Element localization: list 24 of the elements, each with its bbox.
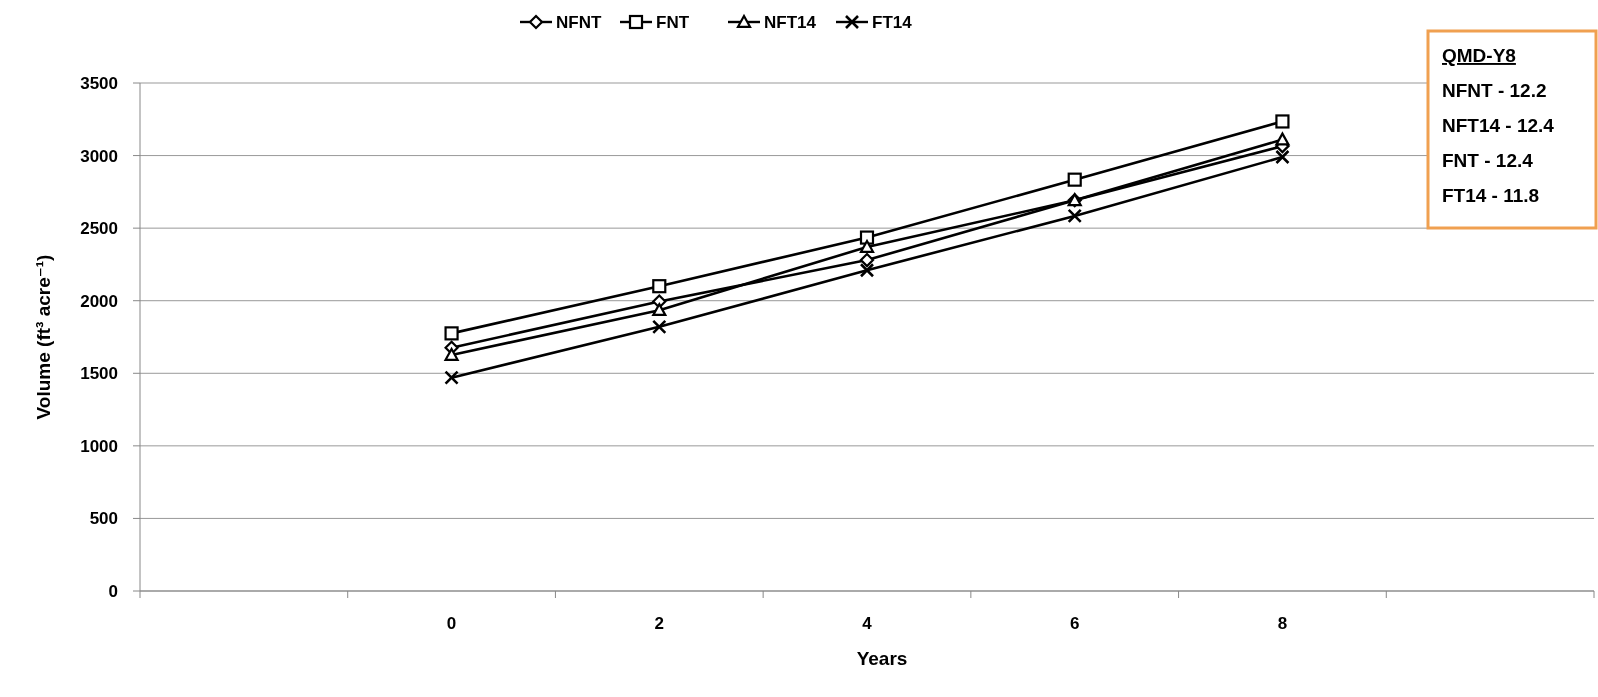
y-tick-label: 1000 bbox=[80, 436, 118, 456]
legend-label: NFNT bbox=[556, 13, 602, 32]
legend-label: FNT bbox=[656, 13, 690, 32]
annotation: FNT - 12.4 bbox=[1442, 150, 1534, 171]
y-tick-label: 2000 bbox=[80, 291, 118, 311]
x-tick-label: 8 bbox=[1277, 614, 1288, 633]
y-tick-label: 2500 bbox=[80, 219, 118, 239]
y-tick-label: 3000 bbox=[80, 146, 118, 166]
x-axis-title: Years bbox=[856, 648, 908, 669]
y-tick-label: 500 bbox=[89, 509, 118, 529]
annotation: FT14 - 11.8 bbox=[1442, 185, 1540, 206]
x-tick-label: 0 bbox=[446, 614, 457, 633]
text: QMD-Y8 bbox=[1442, 45, 1516, 66]
y-tick-label: 1500 bbox=[80, 364, 118, 384]
legend-label: FT14 bbox=[872, 13, 913, 32]
legend-label: NFT14 bbox=[764, 13, 817, 32]
y-axis-title: Volume (ft³ acre⁻¹) bbox=[33, 254, 54, 420]
annotation: NFNT - 12.2 bbox=[1442, 80, 1547, 101]
y-tick-label: 0 bbox=[108, 582, 118, 601]
annotation: NFT14 - 12.4 bbox=[1442, 115, 1555, 136]
x-tick-label: 6 bbox=[1069, 614, 1080, 633]
y-tick-label: 3500 bbox=[80, 74, 118, 93]
x-tick-label: 4 bbox=[862, 614, 873, 633]
x-tick-label: 2 bbox=[654, 614, 665, 633]
